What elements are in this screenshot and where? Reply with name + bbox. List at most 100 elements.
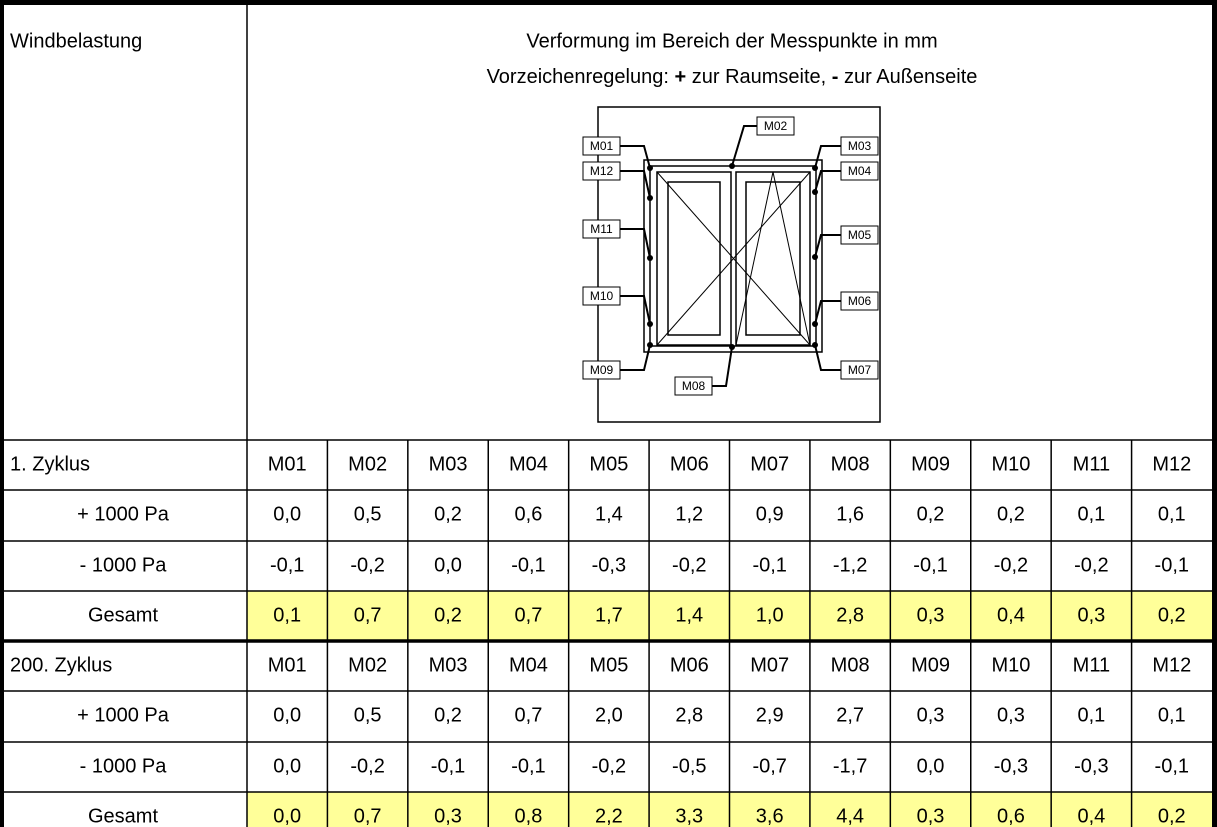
column-header: M08 <box>831 655 870 677</box>
total-cell <box>890 591 971 642</box>
total-cell <box>809 591 891 642</box>
column-header: M10 <box>992 655 1031 677</box>
point-label: M09 <box>590 363 614 377</box>
value-cell: 0,0 <box>273 504 301 526</box>
value-cell: 0,0 <box>917 756 945 778</box>
measure-point <box>647 165 653 171</box>
column-header: M11 <box>1073 454 1110 476</box>
column-header: M01 <box>268 655 307 677</box>
value-cell: -0,2 <box>350 756 384 778</box>
row-label: - 1000 Pa <box>80 555 168 577</box>
column-header: M06 <box>670 454 709 476</box>
column-header: M02 <box>348 655 387 677</box>
value-cell: 0,3 <box>917 705 945 727</box>
total-value: 0,6 <box>997 806 1025 827</box>
total-value: 0,3 <box>434 806 462 827</box>
total-cell <box>1131 792 1212 827</box>
total-value: 0,3 <box>917 605 945 627</box>
point-label: M08 <box>682 379 706 393</box>
value-cell: 1,6 <box>836 504 864 526</box>
value-cell: 0,3 <box>997 705 1025 727</box>
leader-line <box>620 170 651 199</box>
label-box <box>840 136 879 156</box>
right-sash <box>735 171 811 346</box>
window-diagram: M01 M02 M03 M04 M05 M06 M07 M08 M09 M10 M11 M12 <box>582 106 881 423</box>
column-header: M09 <box>911 454 950 476</box>
value-cell: -0,1 <box>752 555 786 577</box>
total-value: 0,7 <box>354 605 382 627</box>
measure-point <box>812 342 818 348</box>
table-title: Verformung im Bereich der Messpunkte in … <box>526 30 937 52</box>
point-label: M05 <box>848 228 872 242</box>
point-label: M02 <box>764 119 788 133</box>
total-cell <box>247 792 328 827</box>
value-cell: 0,1 <box>1158 504 1186 526</box>
value-cell: 2,7 <box>836 705 864 727</box>
tilt-line <box>735 171 774 346</box>
value-cell: -0,2 <box>350 555 384 577</box>
value-cell: 0,0 <box>273 705 301 727</box>
point-label: M04 <box>848 164 872 178</box>
value-cell: 0,0 <box>273 756 301 778</box>
point-label: M06 <box>848 294 872 308</box>
leader-line <box>620 145 651 169</box>
total-value: 4,4 <box>836 806 864 827</box>
value-cell: -0,1 <box>1155 756 1189 778</box>
column-header: M05 <box>589 655 628 677</box>
total-value: 0,1 <box>273 605 301 627</box>
label-box <box>582 286 621 306</box>
leader-line <box>814 145 841 169</box>
value-cell: -0,3 <box>994 756 1028 778</box>
column-header: M11 <box>1073 655 1110 677</box>
total-cell <box>568 792 650 827</box>
column-header: M12 <box>1152 454 1191 476</box>
row-label: Gesamt <box>88 806 158 827</box>
total-cell <box>327 591 408 642</box>
value-cell: 0,1 <box>1158 705 1186 727</box>
column-header: M05 <box>589 454 628 476</box>
column-header: M04 <box>509 454 548 476</box>
total-cell <box>970 591 1052 642</box>
total-value: 3,3 <box>675 806 703 827</box>
value-cell: -0,1 <box>431 756 465 778</box>
value-cell: -0,1 <box>511 756 545 778</box>
total-value: 0,7 <box>515 605 543 627</box>
measure-point <box>812 254 818 260</box>
minus-sign: - <box>832 66 839 88</box>
label-box <box>582 219 621 239</box>
label-box <box>582 161 621 181</box>
total-value: 1,0 <box>756 605 784 627</box>
plus-text: zur Raumseite, <box>686 66 832 88</box>
leader-line <box>620 344 651 371</box>
value-cell: -0,1 <box>270 555 304 577</box>
total-cell <box>1131 591 1212 642</box>
column-header: M12 <box>1152 655 1191 677</box>
measure-point <box>647 342 653 348</box>
column-header: M03 <box>429 655 468 677</box>
value-cell: 0,2 <box>997 504 1025 526</box>
value-cell: 0,1 <box>1077 705 1105 727</box>
column-header: M09 <box>911 655 950 677</box>
total-cell <box>407 792 489 827</box>
diagram-border <box>597 106 881 423</box>
tilt-line <box>772 171 811 346</box>
value-cell: 1,2 <box>675 504 703 526</box>
value-cell: -1,7 <box>833 756 867 778</box>
total-cell <box>970 792 1052 827</box>
column-header: M02 <box>348 454 387 476</box>
left-glass <box>667 181 721 336</box>
total-cell <box>407 591 489 642</box>
value-cell: 0,2 <box>434 504 462 526</box>
value-cell: 0,5 <box>354 705 382 727</box>
total-value: 0,4 <box>1077 806 1105 827</box>
total-cell <box>729 591 810 642</box>
left-sash <box>656 171 732 346</box>
total-cell <box>649 591 730 642</box>
value-cell: 1,4 <box>595 504 623 526</box>
total-cell <box>327 792 408 827</box>
section-label: 1. Zyklus <box>10 454 90 476</box>
value-cell: 2,0 <box>595 705 623 727</box>
value-cell: 0,9 <box>756 504 784 526</box>
plus-sign: + <box>674 66 686 88</box>
